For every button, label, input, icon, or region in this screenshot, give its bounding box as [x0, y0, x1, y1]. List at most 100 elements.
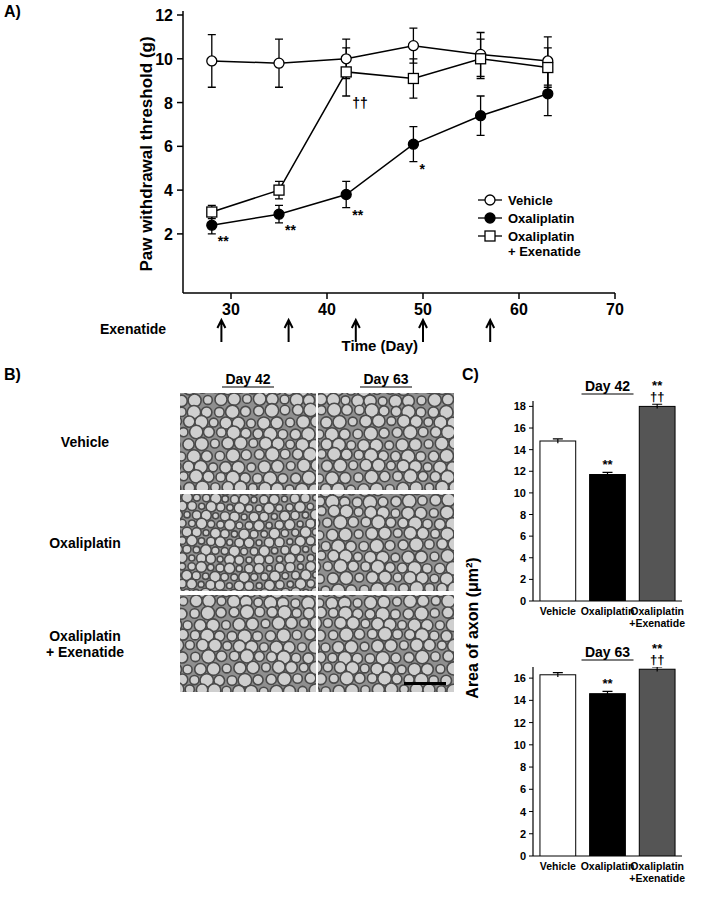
axon	[235, 556, 244, 565]
point	[543, 63, 553, 73]
plot-area	[540, 404, 675, 601]
axon	[190, 675, 199, 684]
axon	[323, 618, 332, 627]
axon	[215, 451, 224, 460]
axon	[250, 590, 259, 591]
axon	[188, 502, 197, 511]
text-line: Oxaliplatin	[49, 628, 121, 644]
underline	[582, 393, 634, 394]
point	[476, 54, 486, 64]
axon	[404, 652, 414, 662]
axon	[285, 595, 294, 596]
axon	[424, 418, 433, 427]
axon	[385, 393, 395, 394]
significance: **	[652, 641, 663, 656]
axon	[321, 643, 330, 652]
axon	[221, 548, 228, 555]
significance: **	[602, 457, 613, 472]
axon	[318, 439, 319, 448]
y-tick-label: 14	[514, 444, 527, 456]
axon	[379, 571, 392, 584]
y-tick-label: 4	[520, 552, 527, 564]
axon	[253, 675, 263, 685]
axon	[191, 652, 200, 661]
axon	[372, 393, 382, 395]
axon	[415, 551, 427, 563]
bar	[590, 694, 626, 856]
axon	[347, 494, 356, 495]
axon	[250, 494, 259, 496]
significance: **	[352, 207, 363, 223]
y-tick	[529, 449, 533, 450]
significance: **	[602, 676, 613, 691]
axon	[276, 556, 283, 563]
axon	[397, 482, 409, 490]
axon	[296, 483, 309, 490]
axon	[180, 587, 182, 591]
y-tick	[177, 146, 183, 148]
axon	[297, 459, 310, 472]
axon	[323, 562, 332, 571]
axon	[185, 595, 195, 596]
axon	[425, 483, 434, 490]
axon	[248, 483, 257, 490]
axon	[292, 571, 300, 579]
axon	[254, 652, 264, 662]
axon	[424, 639, 436, 651]
axon	[272, 590, 278, 591]
axon	[430, 608, 439, 617]
x-axis	[183, 292, 615, 294]
axon	[306, 536, 315, 545]
y-tick	[529, 700, 533, 701]
axon	[447, 684, 454, 692]
bar	[639, 669, 675, 856]
axon	[359, 541, 369, 551]
axon	[341, 449, 352, 460]
y-tick-label: 10	[155, 51, 173, 68]
y-tick-label: 0	[520, 595, 526, 607]
legend: VehicleOxaliplatinOxaliplatin+ Exenatide	[478, 193, 581, 259]
image-background	[318, 393, 454, 490]
axon	[354, 530, 363, 539]
y-tick	[529, 557, 533, 558]
axon	[418, 427, 428, 437]
axon	[222, 664, 231, 673]
axon	[297, 415, 310, 428]
y-tick-label: 16	[514, 422, 526, 434]
axon	[372, 684, 384, 692]
axon	[180, 484, 181, 490]
point	[408, 73, 418, 83]
axon	[187, 535, 198, 546]
axon	[276, 504, 283, 511]
axon	[437, 539, 448, 550]
y-tick-label: 2	[520, 573, 526, 585]
bar	[540, 675, 576, 856]
axon	[286, 418, 295, 427]
category-label: Oxaliplatin	[581, 605, 635, 617]
axon	[210, 439, 219, 448]
axon	[245, 685, 258, 692]
y-tick-label: 0	[520, 850, 526, 862]
axon	[190, 609, 199, 618]
axon	[215, 537, 225, 547]
axon	[265, 404, 279, 418]
axon	[391, 451, 401, 461]
axon	[200, 588, 211, 591]
axon	[318, 660, 322, 673]
axon	[222, 437, 234, 449]
axon	[253, 393, 266, 405]
axon	[234, 481, 247, 490]
axon	[180, 553, 187, 563]
axon	[355, 573, 364, 582]
axon	[367, 629, 377, 639]
text-line: Oxaliplatin	[630, 860, 684, 872]
axon	[265, 631, 275, 641]
text-line: +Exenatide	[629, 872, 685, 884]
axon	[245, 504, 253, 512]
axon	[393, 629, 403, 639]
axon	[415, 650, 429, 664]
axon	[267, 607, 278, 618]
y-tick-label: 10	[514, 739, 526, 751]
histology-image	[180, 595, 316, 692]
axon	[180, 494, 181, 501]
